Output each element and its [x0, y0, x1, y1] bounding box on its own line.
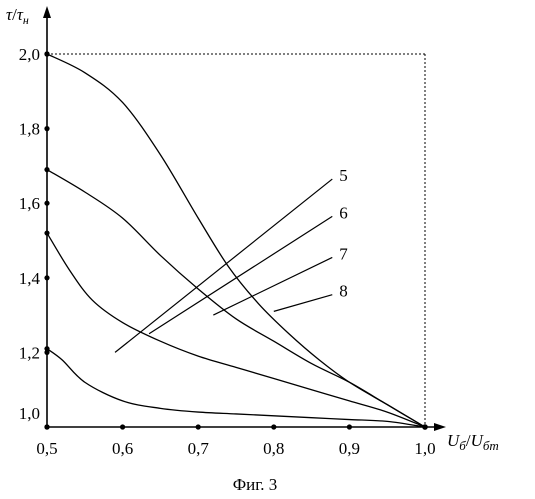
x-tick-label: 0,7	[188, 439, 210, 458]
y-axis-arrow	[43, 6, 51, 18]
series-curve-8	[47, 54, 425, 427]
y-tick-label: 1,2	[19, 343, 40, 362]
axes	[43, 6, 446, 431]
y-tick-dot	[44, 126, 49, 131]
series-start-dot-6	[44, 230, 49, 235]
series-curve-7	[47, 170, 425, 427]
y-tick-label: 2,0	[19, 45, 40, 64]
curve-label-8: 8	[339, 282, 348, 301]
y-tick-label: 1,8	[19, 120, 40, 139]
series-start-dot-8	[44, 51, 49, 56]
x-tick-label: 0,5	[36, 439, 57, 458]
leader-line-6	[149, 216, 332, 333]
y-tick-dot	[44, 424, 49, 429]
x-axis-arrow	[434, 423, 446, 431]
x-tick-label: 1,0	[414, 439, 435, 458]
leader-line-5	[115, 179, 332, 352]
series-curve-5	[47, 349, 425, 427]
leader-line-8	[274, 295, 332, 312]
curve-labels: 5 6 7 8	[115, 166, 348, 352]
y-tick-dot	[44, 201, 49, 206]
y-axis-label: τ/τн	[6, 5, 29, 27]
y-tick-dot	[44, 275, 49, 280]
y-tick-label: 1,6	[19, 194, 40, 213]
curve-label-6: 6	[339, 203, 348, 222]
figure-caption: Фиг. 3	[233, 475, 278, 494]
curve-label-5: 5	[339, 166, 348, 185]
y-tick-label: 1,4	[19, 269, 41, 288]
x-tick-label: 0,6	[112, 439, 133, 458]
leader-line-7	[213, 257, 332, 315]
x-tick-label: 0,9	[339, 439, 360, 458]
series-curve-6	[47, 233, 425, 427]
y-axis-label-den-sub: н	[23, 13, 29, 27]
x-tick-dot	[271, 424, 276, 429]
x-tick-dot	[347, 424, 352, 429]
x-axis-label: Uб/Uбm	[447, 431, 499, 453]
x-tick-dot	[120, 424, 125, 429]
y-tick-label: 1,0	[19, 404, 40, 423]
series-start-dot-5	[44, 346, 49, 351]
convergence-dot	[422, 424, 428, 430]
curve-label-7: 7	[339, 244, 348, 263]
x-tick-label: 0,8	[263, 439, 284, 458]
curves	[44, 51, 427, 429]
x-axis-label-den-sub: бm	[483, 438, 499, 453]
series-start-dot-7	[44, 167, 49, 172]
x-tick-dot	[196, 424, 201, 429]
